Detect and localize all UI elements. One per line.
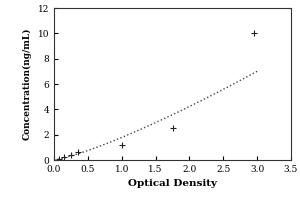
Y-axis label: Concentration(ng/mL): Concentration(ng/mL) [23, 28, 32, 140]
X-axis label: Optical Density: Optical Density [128, 179, 217, 188]
